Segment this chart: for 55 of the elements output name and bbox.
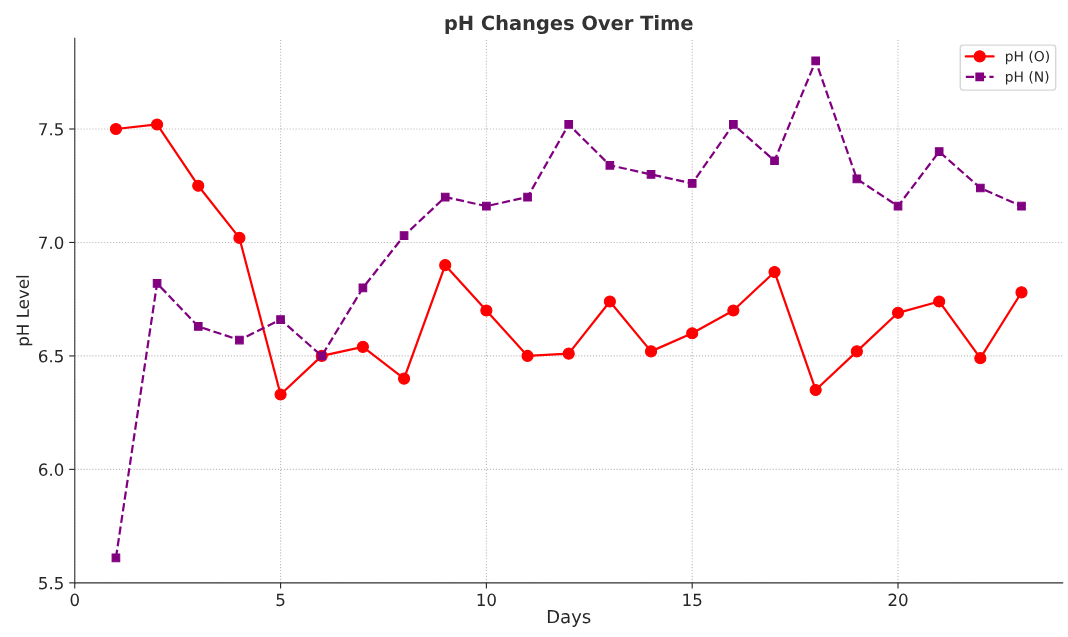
point xyxy=(1015,286,1028,299)
point xyxy=(397,372,411,385)
x-axis-title: Days xyxy=(547,609,591,627)
point xyxy=(193,322,203,331)
point xyxy=(482,201,491,211)
x-tick-label: 5 xyxy=(276,593,285,607)
point xyxy=(109,122,122,136)
point xyxy=(811,56,821,66)
y-tick-label: 6.5 xyxy=(39,349,63,363)
point xyxy=(356,340,369,353)
point xyxy=(151,118,164,131)
y-tick-label: 7.5 xyxy=(39,123,63,136)
point xyxy=(727,304,740,317)
point xyxy=(605,160,615,170)
y-axis-title: pH Level xyxy=(16,275,33,346)
point xyxy=(235,335,244,345)
point xyxy=(644,345,658,358)
point xyxy=(976,183,985,193)
point xyxy=(564,120,574,129)
point xyxy=(152,278,162,288)
point xyxy=(768,265,781,279)
point xyxy=(603,295,616,308)
legend-label: pH (O) xyxy=(1005,50,1049,65)
point xyxy=(687,179,697,188)
point xyxy=(850,345,863,358)
point xyxy=(192,179,205,192)
point xyxy=(276,315,285,324)
point xyxy=(521,349,534,362)
point xyxy=(686,327,699,340)
point xyxy=(933,295,946,308)
point xyxy=(233,231,246,244)
point xyxy=(809,383,822,397)
point xyxy=(274,388,287,401)
y-tick-label: 6.0 xyxy=(39,463,64,476)
chart-title: pH Changes Over Time xyxy=(445,15,693,35)
point xyxy=(729,120,738,129)
point xyxy=(439,259,452,272)
point xyxy=(934,147,944,157)
x-tick-label: 10 xyxy=(477,593,496,607)
y-tick-label: 5.5 xyxy=(39,577,63,590)
y-tick-label: 7.0 xyxy=(39,236,64,250)
x-tick-label: 15 xyxy=(683,593,702,607)
x-tick-label: 20 xyxy=(888,593,908,607)
point xyxy=(770,156,779,166)
point xyxy=(562,347,575,360)
x-tick-label: 0 xyxy=(70,593,79,607)
point xyxy=(646,170,656,179)
point xyxy=(480,304,493,317)
point xyxy=(440,192,450,202)
legend-label: pH (N) xyxy=(1005,71,1049,85)
point xyxy=(891,306,905,319)
point xyxy=(399,231,409,240)
point xyxy=(523,192,532,202)
point xyxy=(974,352,987,365)
point xyxy=(1017,201,1026,211)
